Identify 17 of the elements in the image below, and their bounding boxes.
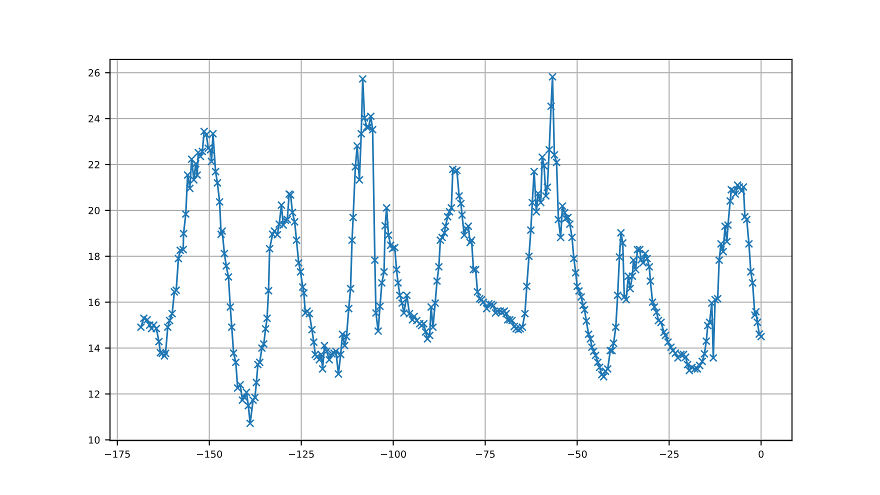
y-tick-label: 20 <box>88 206 100 214</box>
x-tick-label: −175 <box>105 450 130 458</box>
y-tick-label: 12 <box>88 390 100 398</box>
x-tick-label: −100 <box>380 450 406 458</box>
x-tick-label: −50 <box>568 450 587 458</box>
y-tick-label: 26 <box>88 69 100 77</box>
y-tick-label: 16 <box>88 298 100 306</box>
y-tick-label: 14 <box>88 344 100 352</box>
y-tick-label: 10 <box>88 436 100 444</box>
x-tick-label: −125 <box>288 450 314 458</box>
x-tick-label: −75 <box>476 450 495 458</box>
x-tick-label: −25 <box>660 450 679 458</box>
y-tick-label: 24 <box>88 115 100 122</box>
x-tick-label: −150 <box>197 450 222 458</box>
x-tick-label: 0 <box>758 450 764 458</box>
y-tick-label: 18 <box>88 252 100 260</box>
y-tick-label: 22 <box>88 160 100 168</box>
